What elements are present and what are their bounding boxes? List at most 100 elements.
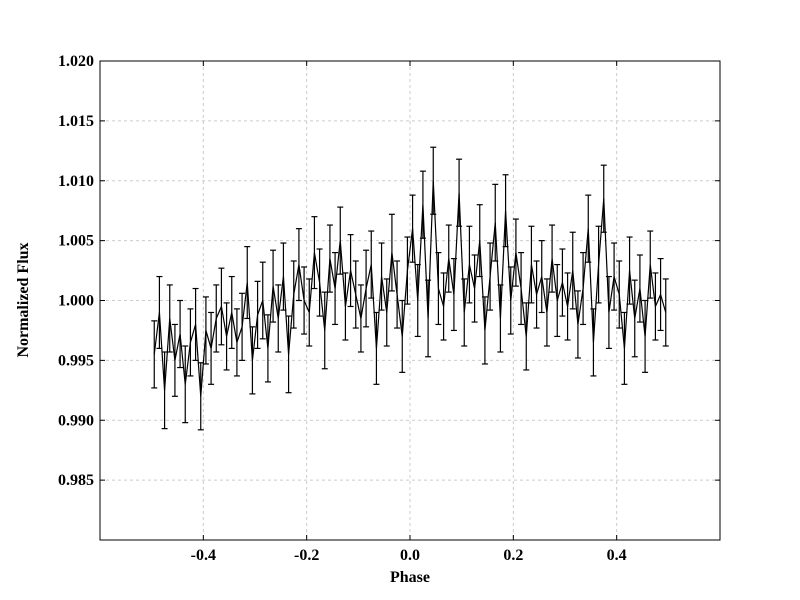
error-bar — [549, 224, 556, 293]
error-bar — [166, 284, 173, 353]
error-bar — [275, 284, 282, 353]
error-bar — [631, 279, 638, 358]
error-bar — [642, 299, 649, 373]
x-tick-label: 0.4 — [607, 547, 627, 564]
y-tick-label: 1.020 — [58, 53, 94, 70]
error-bar — [652, 272, 659, 341]
y-tick-label: 1.000 — [58, 293, 94, 310]
error-bar — [151, 320, 158, 389]
error-bar — [585, 194, 592, 263]
error-bar — [507, 266, 514, 335]
error-bar — [239, 292, 246, 361]
error-bar — [197, 362, 204, 431]
error-bar — [481, 296, 488, 365]
error-bar — [347, 234, 354, 308]
error-bar — [326, 224, 333, 293]
error-bar — [616, 260, 623, 329]
error-bar — [280, 242, 287, 311]
error-bar — [290, 260, 297, 329]
error-bar — [202, 296, 209, 365]
error-bar — [363, 249, 370, 328]
error-bar — [208, 311, 215, 385]
error-bar — [218, 267, 225, 346]
error-bar — [590, 308, 597, 377]
error-bar — [352, 260, 359, 329]
error-bar — [357, 284, 364, 353]
error-bar — [440, 272, 447, 341]
error-bar — [543, 278, 550, 347]
y-tick-label: 1.010 — [58, 173, 94, 190]
y-axis-label: Normalized Flux — [15, 242, 32, 357]
error-bar — [223, 302, 230, 371]
error-bar — [456, 158, 463, 227]
y-tick-label: 0.995 — [58, 352, 94, 369]
x-tick-label: 0.2 — [503, 547, 523, 564]
error-bar — [564, 272, 571, 341]
error-bar — [461, 278, 468, 347]
error-bar — [425, 279, 432, 358]
error-bar — [471, 254, 478, 323]
error-bar — [647, 230, 654, 299]
data-line — [153, 180, 667, 397]
error-bar — [492, 183, 499, 262]
error-bar — [409, 194, 416, 263]
error-bar — [487, 242, 494, 311]
error-bar — [662, 278, 669, 347]
error-bar — [518, 252, 525, 326]
error-bar — [502, 174, 509, 248]
error-bar — [187, 308, 194, 377]
x-tick-label: 0.0 — [400, 547, 420, 564]
error-bar — [419, 170, 426, 239]
error-bar — [270, 249, 277, 323]
error-bar — [414, 263, 421, 338]
error-bar — [306, 278, 313, 347]
error-bar — [600, 164, 607, 233]
error-bar — [466, 225, 473, 304]
error-bar — [171, 323, 178, 397]
error-bar — [264, 314, 271, 383]
error-bar — [368, 230, 375, 299]
y-tick-label: 0.985 — [58, 472, 94, 489]
y-tick-label: 1.015 — [58, 113, 94, 130]
error-bar — [621, 311, 628, 385]
error-bar — [244, 246, 251, 320]
y-tick-label: 0.990 — [58, 412, 94, 429]
error-bar — [383, 278, 390, 347]
error-bar — [342, 272, 349, 341]
error-bar — [523, 302, 530, 371]
error-bar — [285, 315, 292, 394]
error-bar — [445, 224, 452, 293]
error-bar — [626, 236, 633, 305]
error-bar — [580, 252, 587, 326]
error-bar — [213, 284, 220, 353]
error-bar — [295, 228, 302, 302]
error-bar — [430, 146, 437, 215]
error-bar — [337, 206, 344, 275]
error-bar — [512, 218, 519, 287]
error-bar — [388, 213, 395, 292]
error-bar — [233, 308, 240, 377]
error-bar — [476, 204, 483, 278]
x-tick-label: -0.2 — [294, 547, 319, 564]
plot-frame — [99, 60, 721, 541]
error-bar — [435, 252, 442, 326]
error-bar — [399, 299, 406, 373]
error-bar — [259, 261, 266, 340]
error-bar — [177, 299, 184, 369]
x-tick-label: -0.4 — [191, 547, 216, 564]
error-bar — [156, 275, 163, 349]
error-bar — [373, 311, 380, 385]
error-bar — [182, 345, 189, 424]
error-bar — [249, 326, 256, 395]
error-bar — [192, 287, 199, 361]
error-bar — [404, 236, 411, 305]
error-bar — [574, 290, 581, 359]
error-bar — [378, 242, 385, 311]
y-tick-label: 1.005 — [58, 233, 94, 250]
error-bar — [605, 275, 612, 349]
x-axis-label: Phase — [390, 569, 430, 586]
error-bar — [316, 248, 323, 317]
error-bar — [254, 280, 261, 349]
